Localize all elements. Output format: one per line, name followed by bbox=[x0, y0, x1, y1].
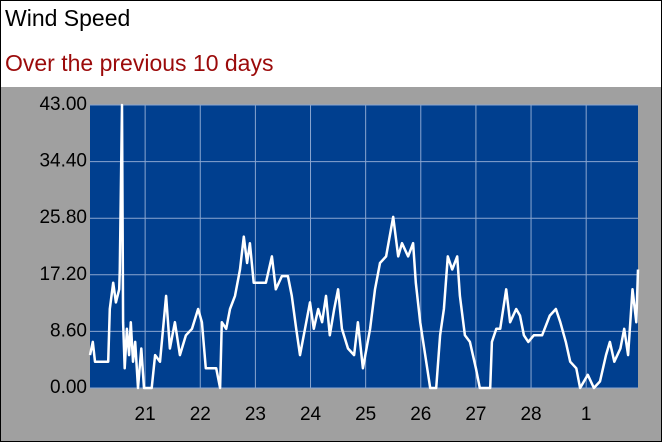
chart-title: Wind Speed bbox=[5, 5, 130, 31]
x-tick-label: 25 bbox=[355, 404, 376, 425]
x-tick-label: 24 bbox=[300, 404, 322, 425]
y-tick-label: 43.00 bbox=[39, 94, 87, 115]
x-tick-label: 1 bbox=[581, 404, 592, 425]
line bbox=[88, 103, 640, 390]
x-tick-label: 28 bbox=[520, 404, 541, 425]
x-tick-label: 21 bbox=[135, 404, 156, 425]
x-tick-label: 23 bbox=[245, 404, 266, 425]
y-tick-label: 34.40 bbox=[39, 151, 87, 172]
x-tick-label: 22 bbox=[190, 404, 211, 425]
x-tick-label: 26 bbox=[410, 404, 431, 425]
y-tick-label: 0.00 bbox=[50, 377, 87, 398]
plot-area bbox=[90, 105, 638, 388]
y-tick-label: 17.20 bbox=[39, 264, 87, 285]
y-tick-label: 25.80 bbox=[39, 207, 87, 228]
y-tick-label: 8.60 bbox=[50, 320, 87, 341]
chart-subtitle: Over the previous 10 days bbox=[5, 50, 273, 76]
x-tick-label: 27 bbox=[465, 404, 486, 425]
